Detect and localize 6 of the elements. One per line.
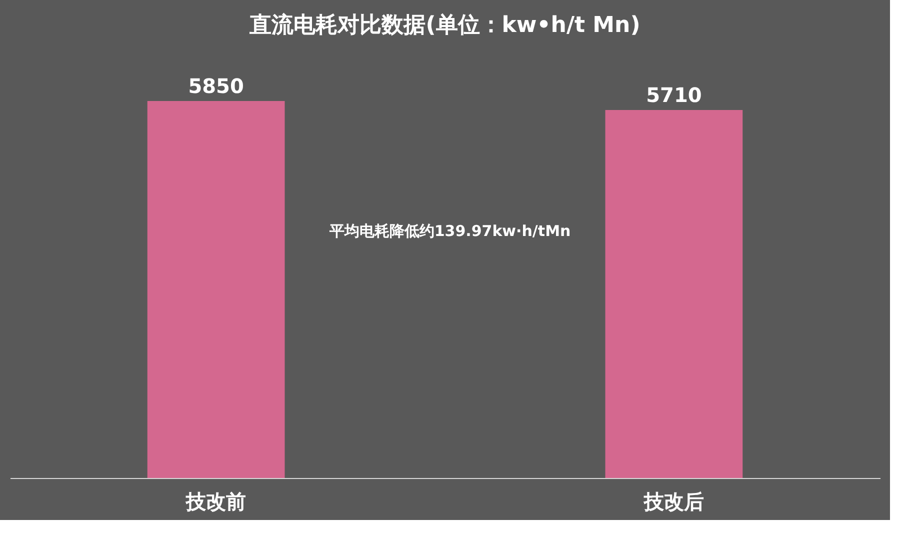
data-label: 5850 xyxy=(188,74,244,98)
x-tick-label: 技改前 xyxy=(185,490,246,514)
x-tick-label: 技改后 xyxy=(642,490,704,514)
data-label: 5710 xyxy=(646,83,702,108)
annotation: 平均电耗降低约139.97kw·h/tMn xyxy=(328,222,571,240)
chart-title: 直流电耗对比数据(单位：kw•h/t Mn) xyxy=(248,12,640,38)
